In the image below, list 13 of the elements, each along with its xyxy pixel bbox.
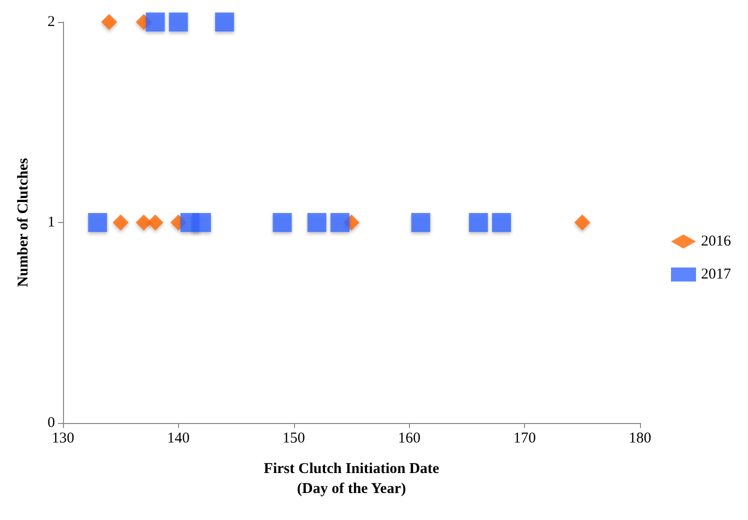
y-tick-label: 0 <box>48 415 55 431</box>
legend-label: 2016 <box>701 234 732 250</box>
x-axis-title: First Clutch Initiation Date (Day of the Year) <box>264 461 440 497</box>
x-tick-label: 140 <box>167 430 190 446</box>
y-axis-title: Number of Clutches <box>16 158 32 287</box>
x-tick-label: 180 <box>628 430 652 446</box>
x-tick-label: 160 <box>398 430 420 446</box>
x-tick-label: 130 <box>52 430 74 446</box>
y-tick-label: 1 <box>48 214 55 230</box>
x-tick-label: 170 <box>513 430 536 446</box>
x-tick-label: 150 <box>282 430 306 446</box>
legend-label: 2017 <box>701 266 732 282</box>
y-tick-label: 2 <box>48 14 55 30</box>
